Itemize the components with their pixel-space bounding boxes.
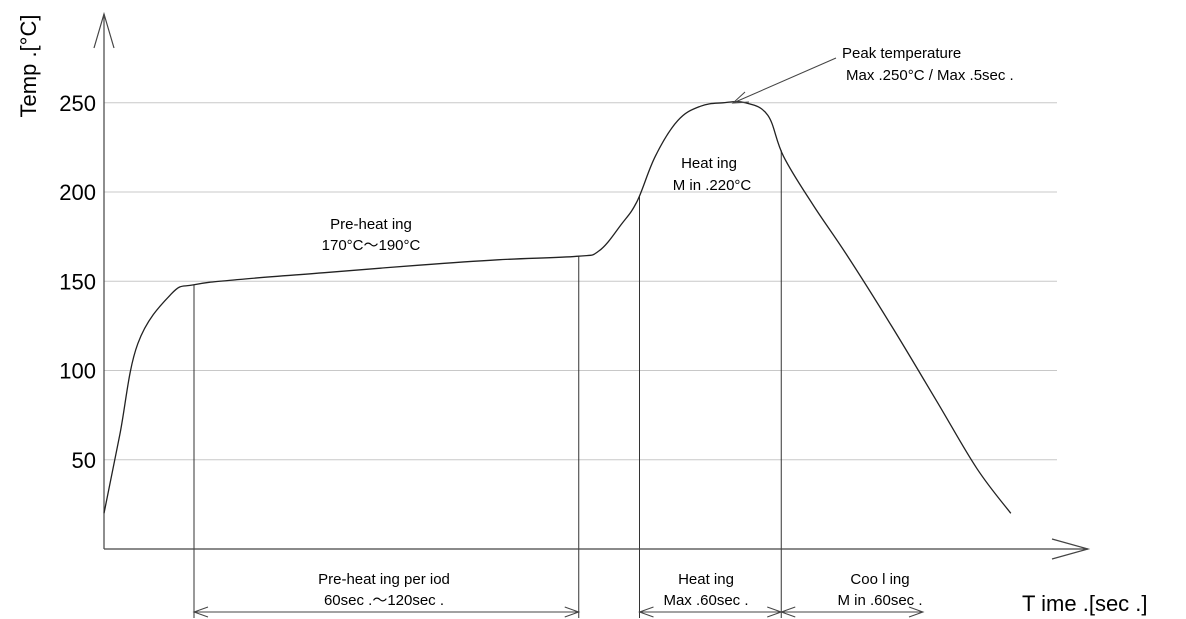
marker-lines [193, 150, 782, 618]
period-dim-arrow-right-1 [564, 606, 581, 618]
preheating-period-label-line1: Pre-heat ing per iod [318, 571, 450, 588]
y-tick-label-200: 200 [59, 180, 96, 205]
y-tick-label-250: 250 [59, 91, 96, 116]
y-tick-label-150: 150 [59, 269, 96, 294]
cooling-period-label-line1: Coo l ing [850, 571, 909, 588]
preheat-zone-label-line1: Pre-heat ing [330, 216, 412, 233]
y-tick-labels: 50 100 150 200 250 [59, 91, 96, 473]
grid-layer [104, 102, 1057, 461]
cooling-period-label-line2: M in .60sec . [837, 592, 922, 609]
peak-annotation-line1: Peak temperature [842, 45, 961, 62]
period-dim-arrow-left-1 [192, 606, 209, 618]
peak-arrow-line [732, 57, 837, 104]
heating-period-label-line2: Max .60sec . [663, 592, 748, 609]
y-axis-title: Temp .[°C] [16, 15, 41, 118]
period-dimensions [192, 606, 925, 618]
peak-arrowhead [731, 91, 750, 104]
preheat-zone-label-line2: 170°C〜190°C [322, 237, 421, 254]
axes [93, 11, 1091, 560]
period-dim-arrow-left-3 [779, 606, 796, 618]
heating-zone-label-line1: Heat ing [681, 155, 737, 172]
period-dim-arrow-left-2 [638, 606, 654, 618]
y-tick-label-100: 100 [59, 359, 96, 384]
period-dim-arrow-right-3 [908, 606, 925, 618]
temperature-curve [103, 100, 1012, 514]
x-axis-arrowhead [1051, 538, 1091, 560]
x-axis-title: T ime .[sec .] [1022, 591, 1148, 616]
heating-period-label-line1: Heat ing [678, 571, 734, 588]
preheating-period-label-line2: 60sec .〜120sec . [324, 592, 444, 609]
heating-zone-label-line2: M in .220°C [673, 177, 752, 194]
y-axis-arrowhead [93, 11, 115, 49]
peak-annotation-line2: Max .250°C / Max .5sec . [846, 67, 1014, 84]
y-tick-label-50: 50 [72, 448, 96, 473]
